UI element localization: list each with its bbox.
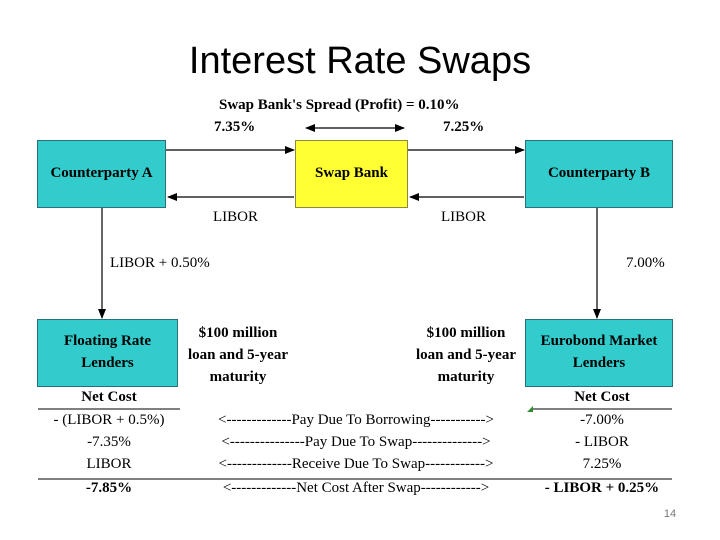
slide-number: 14 bbox=[663, 508, 677, 520]
loan-a-line1: $100 million bbox=[198, 325, 278, 341]
net-cost-middle-row-4: <-------------Net Cost After Swap-------… bbox=[222, 480, 490, 496]
eurobond-lenders-line2: Lenders bbox=[572, 355, 626, 371]
loan-a-line3: maturity bbox=[209, 369, 267, 385]
net-cost-right-row-2: - LIBOR bbox=[575, 434, 629, 450]
eurobond-lenders-line1: Eurobond Market bbox=[540, 333, 658, 350]
floating-lenders-line2: Lenders bbox=[81, 355, 134, 371]
net-cost-left-row-2: -7.35% bbox=[87, 434, 131, 450]
loan-b-text: $100 million loan and 5-year maturity bbox=[408, 322, 524, 388]
a-to-floating-rate: LIBOR + 0.50% bbox=[110, 255, 210, 271]
accent-mark bbox=[527, 406, 533, 412]
libor-b-to-bank: LIBOR bbox=[441, 209, 486, 225]
swap-bank-label: Swap Bank bbox=[315, 165, 388, 182]
counterparty-a-label: Counterparty A bbox=[50, 165, 153, 182]
floating-rate-lenders-box: Floating Rate Lenders bbox=[37, 319, 178, 387]
eurobond-market-lenders-box: Eurobond Market Lenders bbox=[525, 319, 673, 387]
net-cost-right-row-3: 7.25% bbox=[582, 456, 622, 472]
floating-lenders-line1: Floating Rate bbox=[63, 333, 152, 350]
rate-a-to-bank: 7.35% bbox=[214, 119, 256, 135]
b-to-eurobond-rate: 7.00% bbox=[626, 255, 665, 271]
slide-title: Interest Rate Swaps bbox=[188, 40, 532, 82]
counterparty-a-box: Counterparty A bbox=[37, 140, 166, 208]
loan-a-line2: loan and 5-year bbox=[187, 347, 288, 363]
rate-bank-to-b: 7.25% bbox=[443, 119, 485, 135]
net-cost-right-row-1: -7.00% bbox=[580, 412, 624, 428]
net-cost-left-row-3: LIBOR bbox=[86, 456, 132, 472]
spread-label: Swap Bank's Spread (Profit) = 0.10% bbox=[219, 97, 460, 113]
net-cost-left-row-1: - (LIBOR + 0.5%) bbox=[53, 412, 165, 428]
net-cost-header-right: Net Cost bbox=[574, 389, 630, 405]
libor-bank-to-a: LIBOR bbox=[213, 209, 258, 225]
net-cost-middle-row-1: <-------------Pay Due To Borrowing------… bbox=[218, 412, 494, 428]
net-cost-middle-row-2: <---------------Pay Due To Swap---------… bbox=[221, 434, 491, 450]
loan-b-line2: loan and 5-year bbox=[415, 347, 516, 363]
loan-b-line1: $100 million bbox=[426, 325, 506, 341]
net-cost-right-row-4: - LIBOR + 0.25% bbox=[544, 480, 660, 496]
net-cost-header-left: Net Cost bbox=[81, 389, 137, 405]
swap-bank-box: Swap Bank bbox=[295, 140, 408, 208]
counterparty-b-box: Counterparty B bbox=[525, 140, 673, 208]
net-cost-left-row-4: -7.85% bbox=[85, 480, 133, 496]
net-cost-middle-row-3: <-------------Receive Due To Swap-------… bbox=[218, 456, 494, 472]
loan-b-line3: maturity bbox=[437, 369, 495, 385]
counterparty-b-label: Counterparty B bbox=[547, 165, 651, 182]
loan-a-text: $100 million loan and 5-year maturity bbox=[180, 322, 296, 388]
